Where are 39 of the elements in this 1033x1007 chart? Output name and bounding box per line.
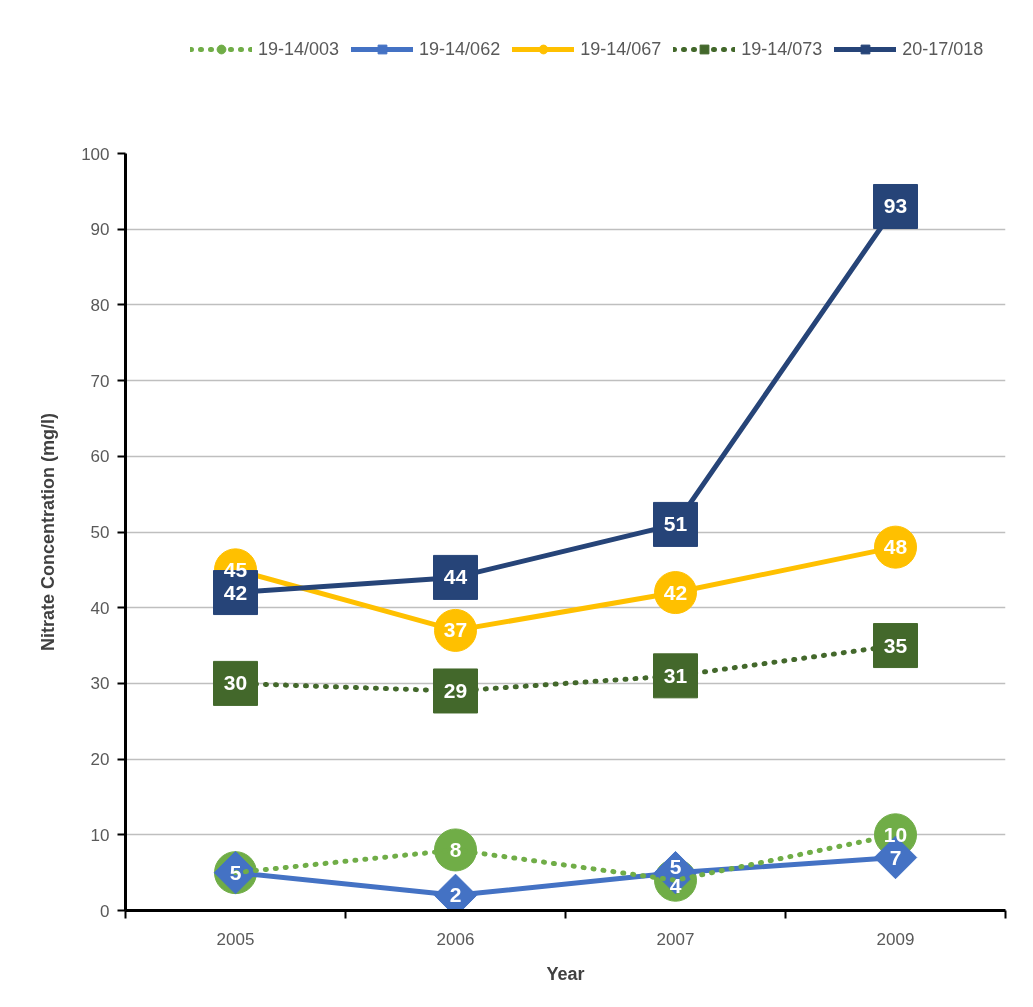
x-axis-title: Year [546,963,585,984]
data-label: 5 [229,860,242,884]
y-tick-label: 90 [90,220,110,240]
y-tick-label: 70 [90,371,110,391]
x-tick-label: 2009 [876,929,915,949]
data-label: 42 [223,580,248,604]
data-label: 35 [883,633,908,657]
data-label: 31 [663,663,688,687]
y-axis-title: Nitrate Concentration (mg/l) [38,412,59,651]
data-label: 30 [223,671,248,695]
data-label: 8 [449,837,462,861]
data-label: 42 [663,580,688,604]
y-tick-label: 100 [81,144,110,164]
data-label: 48 [883,535,908,559]
y-tick-label: 40 [90,598,110,618]
y-tick-label: 30 [90,674,110,694]
legend-label: 19-14/062 [419,38,501,60]
legend-label: 19-14/073 [741,38,823,60]
data-label: 51 [663,512,688,536]
y-tick-label: 0 [100,901,110,921]
legend-label: 20-17/018 [902,38,984,60]
x-tick-label: 2007 [656,929,695,949]
y-tick-label: 20 [90,750,110,770]
x-tick-label: 2005 [216,929,255,949]
data-label: 7 [889,845,902,869]
data-label: 44 [443,565,468,589]
y-tick-label: 80 [90,295,110,315]
legend-label: 19-14/067 [580,38,662,60]
data-label: 5 [669,854,682,878]
y-tick-label: 10 [90,825,110,845]
data-label: 10 [883,822,908,846]
data-label: 93 [883,194,908,218]
x-tick-label: 2006 [436,929,475,949]
data-label: 37 [443,618,468,642]
legend-label: 19-14/003 [258,38,340,60]
data-label: 2 [449,883,462,907]
y-tick-label: 50 [90,523,110,542]
data-label: 29 [443,678,468,702]
y-tick-label: 60 [90,447,110,467]
